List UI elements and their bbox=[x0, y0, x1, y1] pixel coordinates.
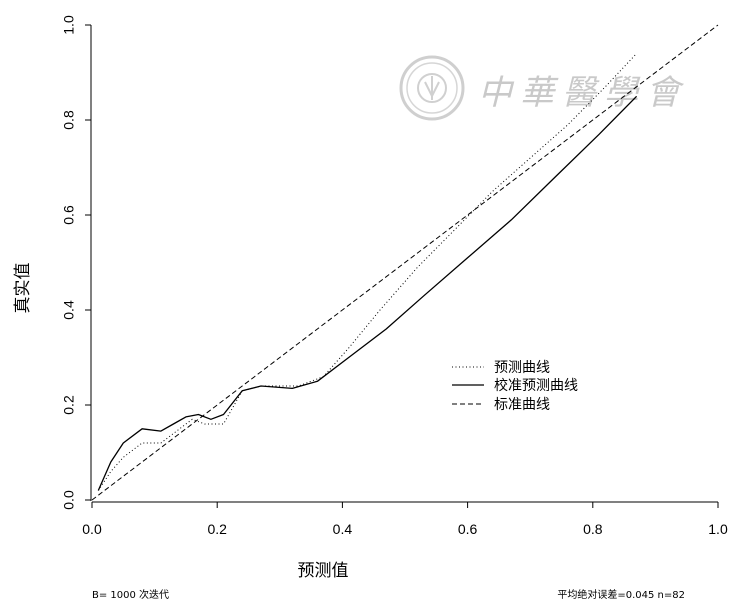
x-axis-title: 预测值 bbox=[298, 561, 349, 581]
calibrated-curve-line bbox=[97, 95, 638, 491]
y-ticks: 0.0 0.2 0.4 0.6 0.8 1.0 bbox=[61, 15, 91, 510]
watermark-seal-icon bbox=[399, 55, 465, 121]
y-axis: 0.0 0.2 0.4 0.6 0.8 1.0 bbox=[61, 15, 92, 510]
x-tick-label: 0.8 bbox=[583, 521, 603, 537]
watermark: 中華醫學會 bbox=[399, 55, 688, 121]
mean-absolute-error-note: 平均绝对误差=0.045 n=82 bbox=[557, 588, 685, 601]
y-tick-label: 0.8 bbox=[61, 110, 77, 130]
y-axis-title: 真实值 bbox=[13, 263, 33, 314]
x-tick-label: 0.4 bbox=[333, 521, 353, 537]
y-tick-label: 1.0 bbox=[61, 15, 77, 35]
series-layer bbox=[91, 24, 719, 501]
watermark-text: 中華醫學會 bbox=[478, 73, 688, 113]
predicted-curve-line bbox=[97, 53, 637, 491]
x-tick-label: 0.2 bbox=[207, 521, 227, 537]
y-tick-label: 0.4 bbox=[61, 300, 77, 320]
legend-label-predicted: 预测曲线 bbox=[494, 360, 550, 376]
x-tick-label: 0.0 bbox=[82, 521, 102, 537]
legend-label-calibrated: 校准预测曲线 bbox=[494, 377, 578, 394]
y-tick-label: 0.6 bbox=[61, 205, 77, 225]
iterations-note: B= 1000 次迭代 bbox=[92, 588, 169, 601]
legend: 预测曲线 校准预测曲线 标准曲线 bbox=[452, 360, 578, 413]
x-ticks: 0.0 0.2 0.4 0.6 0.8 1.0 bbox=[82, 502, 728, 537]
x-tick-label: 0.6 bbox=[458, 521, 478, 537]
y-tick-label: 0.2 bbox=[61, 395, 77, 415]
x-tick-label: 1.0 bbox=[708, 521, 728, 537]
ideal-curve-line bbox=[91, 24, 719, 501]
legend-label-ideal: 标准曲线 bbox=[494, 397, 550, 413]
y-tick-label: 0.0 bbox=[61, 490, 77, 510]
x-axis: 0.0 0.2 0.4 0.6 0.8 1.0 bbox=[82, 501, 728, 537]
